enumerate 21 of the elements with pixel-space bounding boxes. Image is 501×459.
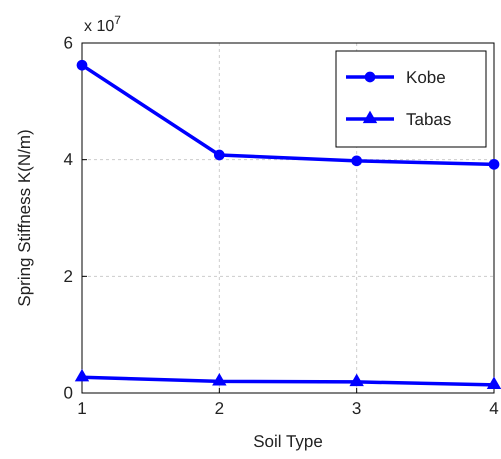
x-tick-label: 1 <box>77 399 87 418</box>
y-axis-title: Spring Stiffness K(N/m) <box>15 129 34 307</box>
x-tick-label: 3 <box>352 399 362 418</box>
x-tick-label: 4 <box>489 399 499 418</box>
point <box>214 150 225 160</box>
point <box>351 155 362 166</box>
y-tick-label: 2 <box>64 266 73 286</box>
y-tick-label: 6 <box>64 33 73 52</box>
y-tick-label: 0 <box>64 383 73 402</box>
legend-label: Kobe <box>406 68 446 87</box>
x-axis-title: Soil Type <box>253 432 323 451</box>
text: x 10$^{7}$ <box>84 13 122 35</box>
point <box>212 373 227 386</box>
point <box>74 368 90 382</box>
x-tick-label: 2 <box>214 399 224 418</box>
point <box>349 374 364 386</box>
point <box>76 60 88 71</box>
point <box>486 376 501 389</box>
legend-label: Tabas <box>406 110 452 129</box>
y-tick-label: 4 <box>64 150 73 170</box>
point <box>488 158 500 170</box>
